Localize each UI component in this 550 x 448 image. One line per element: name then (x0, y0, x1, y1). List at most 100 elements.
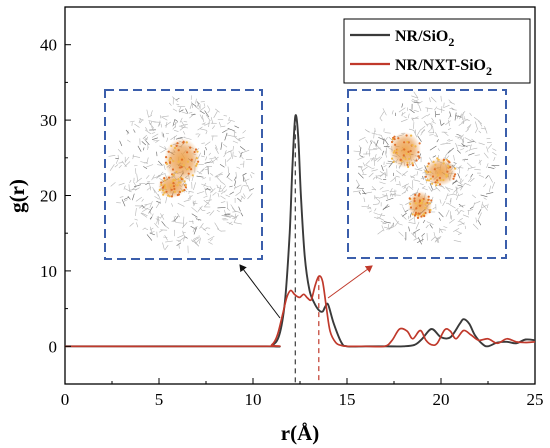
polymer-strand (401, 191, 406, 195)
silica-atom (399, 158, 402, 162)
silica-atom (437, 158, 440, 161)
polymer-strand (408, 222, 416, 224)
polymer-strand (448, 139, 453, 142)
polymer-strand (179, 136, 186, 138)
polymer-strand (492, 148, 497, 151)
polymer-strand (450, 215, 453, 220)
polymer-strand (415, 129, 417, 134)
polymer-strand (238, 206, 241, 212)
polymer-strand (438, 217, 441, 221)
polymer-strand (459, 179, 464, 184)
polymer-strand (179, 117, 183, 123)
silica-atom (436, 179, 439, 182)
polymer-strand (455, 230, 462, 234)
polymer-strand (455, 186, 458, 193)
polymer-strand (160, 171, 164, 175)
silica-atom (172, 185, 176, 188)
polymer-strand (181, 126, 188, 129)
series-lines (64, 114, 536, 348)
polymer-strand (154, 196, 160, 200)
polymer-strand (183, 199, 190, 202)
polymer-strand (163, 163, 166, 170)
polymer-strand (491, 179, 493, 183)
polymer-strand (217, 192, 220, 198)
polymer-strand (159, 145, 167, 150)
polymer-strand (229, 185, 233, 188)
silica-atom (172, 178, 175, 181)
polymer-strand (242, 149, 250, 153)
polymer-strand (172, 126, 176, 130)
silica-atom (391, 157, 394, 160)
silica-atom (183, 180, 186, 183)
polymer-strand (199, 106, 206, 112)
silica-atom (424, 202, 427, 205)
series-line-nr-nxt-sio2 (64, 275, 536, 348)
silica-atom (407, 165, 410, 168)
polymer-strand (482, 204, 488, 211)
polymer-strand (155, 218, 160, 221)
polymer-strand (158, 173, 166, 176)
silica-atom (417, 151, 420, 154)
x-tick-label: 20 (433, 390, 450, 409)
polymer-strand (483, 152, 489, 159)
polymer-strand (384, 132, 391, 134)
silica-atom (414, 193, 417, 196)
silica-atom (189, 146, 192, 149)
polymer-strand (208, 241, 213, 245)
polymer-strand (191, 213, 198, 218)
polymer-strand (468, 166, 476, 169)
polymer-strand (190, 239, 196, 244)
polymer-strand (356, 184, 360, 189)
polymer-strand (429, 97, 431, 103)
polymer-strand (468, 152, 475, 156)
polymer-strand (462, 158, 469, 161)
polymer-strand (439, 228, 443, 233)
polymer-strand (115, 157, 119, 159)
polymer-strand (142, 134, 148, 140)
polymer-strand (117, 148, 123, 155)
polymer-strand (456, 114, 459, 119)
polymer-strand (173, 216, 176, 223)
silica-atom (442, 178, 445, 182)
silica-atom (406, 163, 409, 166)
polymer-strand (202, 177, 207, 180)
polymer-strand (368, 210, 372, 213)
silica-atom (454, 173, 457, 176)
polymer-strand (174, 119, 178, 122)
polymer-strand (175, 97, 180, 101)
polymer-strand (458, 186, 464, 189)
polymer-strand (135, 197, 142, 202)
polymer-strand (156, 200, 162, 204)
polymer-strand (234, 180, 236, 187)
polymer-strand (222, 214, 229, 218)
polymer-strand (189, 103, 193, 110)
polymer-strand (134, 218, 138, 221)
silica-atom (424, 170, 427, 173)
polymer-strand (457, 210, 462, 215)
polymer-strand (191, 103, 197, 107)
polymer-strand (382, 222, 387, 225)
polymer-strand (212, 135, 214, 141)
polymer-strand (226, 134, 234, 137)
polymer-strand (234, 213, 237, 217)
polymer-strand (220, 180, 226, 185)
silica-atom (415, 159, 418, 162)
polymer-strand (452, 179, 458, 185)
polymer-strand (430, 123, 433, 130)
silica-atom (186, 151, 189, 154)
silica-atom (420, 215, 423, 218)
polymer-strand (436, 236, 442, 239)
polymer-strand (377, 229, 384, 235)
polymer-strand (215, 172, 223, 177)
polymer-strand (434, 186, 441, 192)
polymer-strand (370, 140, 372, 144)
silica-atom (442, 162, 445, 165)
silica-atom (163, 191, 166, 194)
polymer-strand (149, 123, 155, 129)
silica-atom (193, 150, 196, 154)
polymer-strand (448, 115, 451, 120)
polymer-strand (437, 237, 440, 243)
polymer-strand (138, 118, 144, 121)
silica-atom (436, 181, 439, 184)
polymer-strand (459, 134, 464, 140)
